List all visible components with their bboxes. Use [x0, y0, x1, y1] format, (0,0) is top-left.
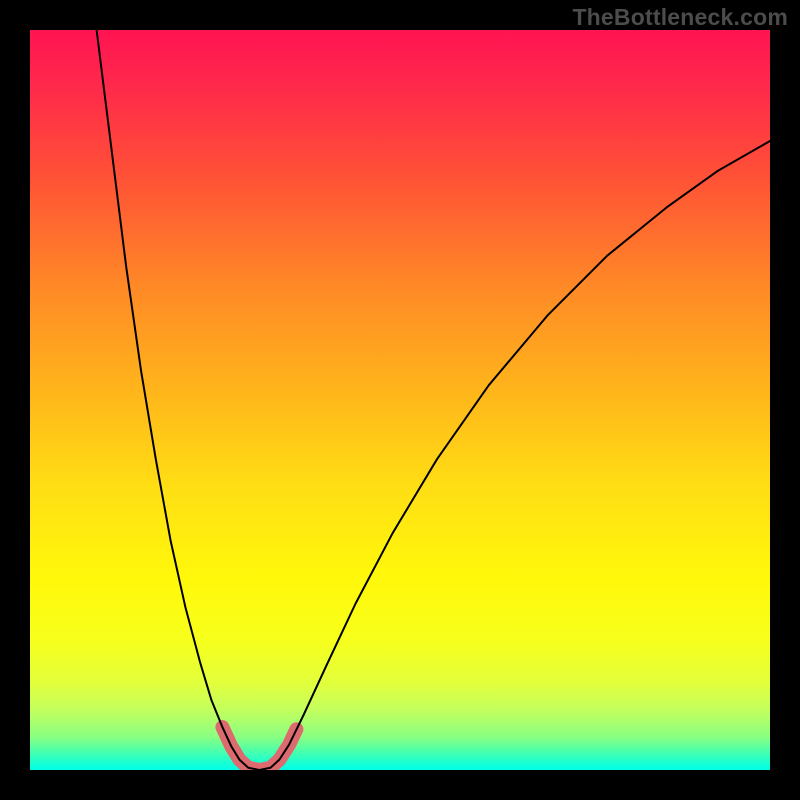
- plot-area: [30, 30, 770, 770]
- bottleneck-curve: [97, 30, 770, 770]
- watermark-text: TheBottleneck.com: [572, 4, 788, 31]
- curve-layer: [30, 30, 770, 770]
